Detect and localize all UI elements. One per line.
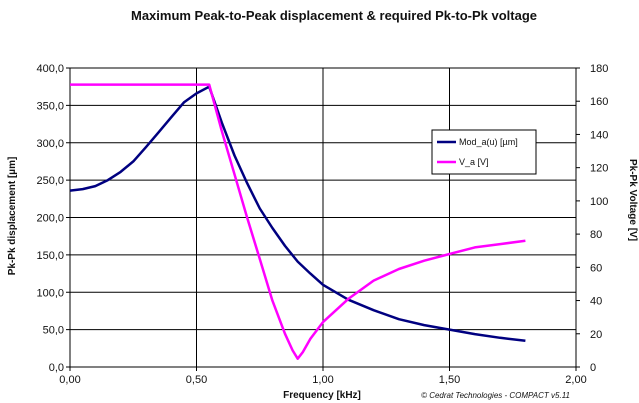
credit-text: © Cedrat Technologies - COMPACT v5.11 bbox=[421, 391, 570, 400]
y-tick-label: 0,0 bbox=[49, 362, 64, 374]
x-tick-label: 0,50 bbox=[186, 374, 207, 386]
x-axis-ticks: 0,00 0,50 1,00 1,50 2,00 bbox=[59, 367, 587, 386]
legend: Mod_a(u) [µm] V_a [V] bbox=[431, 129, 537, 175]
y2-tick-label: 160 bbox=[590, 96, 608, 108]
series-line-2 bbox=[70, 83, 526, 360]
y2-tick-label: 120 bbox=[590, 163, 608, 175]
y-tick-label: 200,0 bbox=[36, 213, 64, 225]
y2-tick-label: 40 bbox=[590, 296, 602, 308]
y2-axis-label: Pk-Pk Voltage [V] bbox=[627, 159, 638, 241]
x-tick-label: 2,00 bbox=[565, 374, 586, 386]
y2-tick-label: 20 bbox=[590, 329, 602, 341]
x-tick-label: 1,00 bbox=[312, 374, 333, 386]
y-tick-label: 50,0 bbox=[43, 325, 64, 337]
y-axis-ticks: 0,0 50,0 100,0 150,0 200,0 250,0 300,0 350,0 400… bbox=[36, 63, 70, 374]
y2-tick-label: 0 bbox=[590, 362, 596, 374]
y2-axis-ticks: 0 20 40 60 80 100 120 140 160 180 bbox=[576, 63, 608, 374]
x-tick-label: 1,50 bbox=[439, 374, 460, 386]
legend-box bbox=[431, 129, 537, 175]
y2-tick-label: 140 bbox=[590, 129, 608, 141]
series-line-1 bbox=[69, 85, 526, 343]
y2-tick-label: 80 bbox=[590, 229, 602, 241]
legend-label-2: V_a [V] bbox=[459, 157, 489, 167]
y2-tick-label: 100 bbox=[590, 196, 608, 208]
y-tick-label: 350,0 bbox=[36, 100, 64, 112]
y2-tick-label: 180 bbox=[590, 63, 608, 75]
grid bbox=[70, 68, 576, 367]
series-layer bbox=[69, 83, 526, 360]
y-tick-label: 250,0 bbox=[36, 175, 64, 187]
x-axis-label: Frequency [kHz] bbox=[283, 390, 361, 401]
y-tick-label: 100,0 bbox=[36, 287, 64, 299]
x-tick-label: 0,00 bbox=[59, 374, 80, 386]
y-tick-label: 150,0 bbox=[36, 250, 64, 262]
y-tick-label: 300,0 bbox=[36, 138, 64, 150]
y-tick-label: 400,0 bbox=[36, 63, 64, 75]
y-axis-label: Pk-Pk displacement [µm] bbox=[7, 157, 18, 276]
legend-label-1: Mod_a(u) [µm] bbox=[459, 137, 518, 147]
chart-title: Maximum Peak-to-Peak displacement & requ… bbox=[131, 8, 537, 23]
y2-tick-label: 60 bbox=[590, 262, 602, 274]
